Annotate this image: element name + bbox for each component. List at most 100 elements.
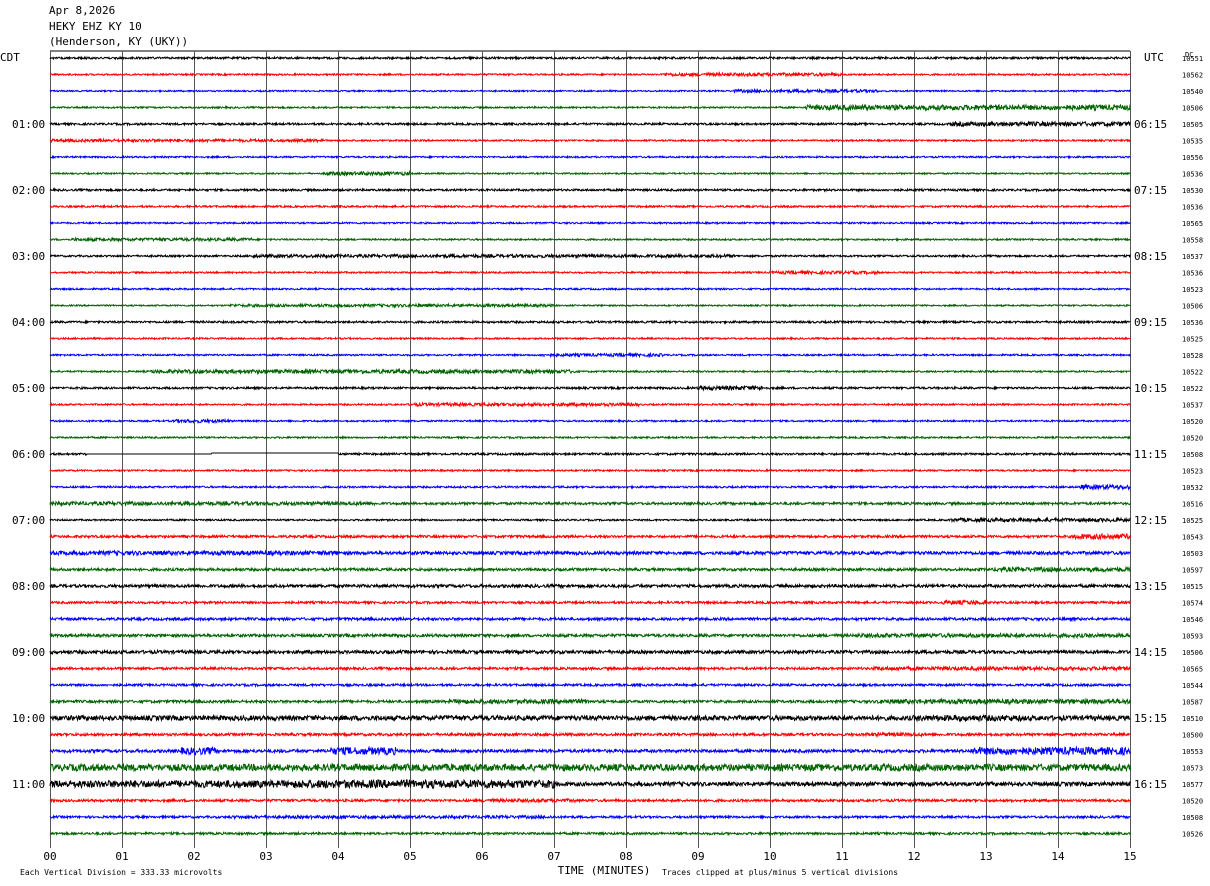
left-time-label: 11:00	[12, 778, 45, 791]
trace-row-1	[49, 71, 1131, 78]
dc-value: 10505	[1182, 121, 1203, 129]
trace-row-42	[49, 745, 1131, 757]
header-location: (Henderson, KY (UKY))	[49, 35, 189, 48]
x-tick-label: 11	[835, 850, 848, 863]
x-tick-label: 03	[259, 850, 272, 863]
dc-value: 10503	[1182, 550, 1203, 558]
dc-value: 10536	[1182, 171, 1203, 179]
left-time-label: 03:00	[12, 250, 45, 263]
x-tick-label: 00	[43, 850, 56, 863]
trace-row-8	[49, 187, 1131, 193]
trace-row-25	[49, 468, 1131, 473]
dc-value: 10515	[1182, 583, 1203, 591]
dc-value: 10535	[1182, 138, 1203, 146]
right-time-label: 06:15	[1134, 118, 1167, 131]
x-tick-label: 12	[907, 850, 920, 863]
scale-note: Each Vertical Division = 333.33 microvol…	[20, 868, 222, 877]
dc-value: 10577	[1182, 781, 1203, 789]
axis-labels: 00 01 02 03 04 05 06 07 08 09 10 11 12 13 14 15 10551 105…	[12, 55, 1203, 863]
trace-row-36	[49, 648, 1131, 656]
trace-row-27	[49, 499, 1131, 508]
x-tick-label: 02	[187, 850, 200, 863]
right-time-label: 09:15	[1134, 316, 1167, 329]
dc-value: 10556	[1182, 154, 1203, 162]
x-tick-label: 10	[763, 850, 776, 863]
right-time-label: 15:15	[1134, 712, 1167, 725]
trace-row-39	[49, 697, 1131, 706]
dc-value: 10500	[1182, 732, 1203, 740]
trace-row-7	[50, 170, 1131, 177]
clip-note: Traces clipped at plus/minus 5 vertical …	[662, 868, 898, 877]
x-axis-label: TIME (MINUTES)	[558, 864, 651, 877]
trace-row-30	[49, 549, 1131, 558]
trace-row-13	[49, 269, 1131, 276]
right-time-label: 12:15	[1134, 514, 1167, 527]
header-station: HEKY EHZ KY 10	[49, 20, 142, 33]
dc-value: 10525	[1182, 517, 1203, 525]
dc-value: 10536	[1182, 270, 1203, 278]
dc-value: 10537	[1182, 402, 1203, 410]
trace-row-20	[49, 384, 1131, 392]
dc-title: DC	[1185, 51, 1193, 59]
trace-row-34	[49, 615, 1131, 623]
dc-value: 10562	[1182, 72, 1203, 80]
dc-value: 10537	[1182, 253, 1203, 261]
left-time-label: 01:00	[12, 118, 45, 131]
dc-value: 10536	[1182, 319, 1203, 327]
trace-row-46	[49, 813, 1131, 821]
trace-row-22	[49, 417, 1131, 425]
dc-value: 10522	[1182, 369, 1203, 377]
x-tick-label: 07	[547, 850, 560, 863]
trace-row-44	[49, 778, 1131, 790]
left-time-label: 08:00	[12, 580, 45, 593]
right-time-label: 16:15	[1134, 778, 1167, 791]
dc-value: 10558	[1182, 237, 1203, 245]
trace-row-23	[49, 435, 1131, 440]
trace-row-11	[49, 236, 1131, 243]
x-tick-label: 01	[115, 850, 128, 863]
left-time-label: 02:00	[12, 184, 45, 197]
dc-value: 10510	[1182, 715, 1203, 723]
trace-row-18	[49, 351, 1131, 359]
x-tick-label: 04	[331, 850, 345, 863]
trace-row-4	[49, 120, 1131, 129]
dc-value: 10574	[1182, 600, 1203, 608]
x-tick-label: 13	[979, 850, 992, 863]
trace-row-29	[49, 532, 1131, 541]
trace-row-47	[49, 830, 1131, 837]
trace-row-21	[49, 401, 1131, 408]
x-tick-label: 06	[475, 850, 488, 863]
left-time-label: 04:00	[12, 316, 45, 329]
dc-value: 10523	[1182, 286, 1203, 294]
trace-row-45	[49, 797, 1131, 804]
trace-row-28	[49, 516, 1131, 524]
trace-row-2	[49, 87, 1131, 95]
trace-row-37	[49, 664, 1131, 673]
right-time-label: 10:15	[1134, 382, 1167, 395]
right-time-label: 11:15	[1134, 448, 1167, 461]
dc-value: 10516	[1182, 501, 1203, 509]
trace-row-43	[49, 762, 1131, 773]
dc-value: 10565	[1182, 666, 1203, 674]
minute-gridlines	[50, 50, 1131, 848]
dc-value: 10508	[1182, 451, 1203, 459]
right-time-label: 08:15	[1134, 250, 1167, 263]
x-tick-label: 05	[403, 850, 416, 863]
dc-value: 10551	[1182, 55, 1203, 63]
trace-row-31	[49, 565, 1131, 574]
dc-value: 10520	[1182, 798, 1203, 806]
x-tick-label: 09	[691, 850, 704, 863]
trace-row-0	[49, 55, 1131, 61]
dc-value: 10520	[1182, 435, 1203, 443]
left-time-label: 06:00	[12, 448, 45, 461]
right-time-label: 14:15	[1134, 646, 1167, 659]
dc-value: 10508	[1182, 814, 1203, 822]
right-time-label: 13:15	[1134, 580, 1167, 593]
dc-value: 10536	[1182, 204, 1203, 212]
dc-value: 10532	[1182, 484, 1203, 492]
dc-value: 10553	[1182, 748, 1203, 756]
dc-value: 10525	[1182, 336, 1203, 344]
dc-value: 10530	[1182, 187, 1203, 195]
left-time-label: 07:00	[12, 514, 45, 527]
